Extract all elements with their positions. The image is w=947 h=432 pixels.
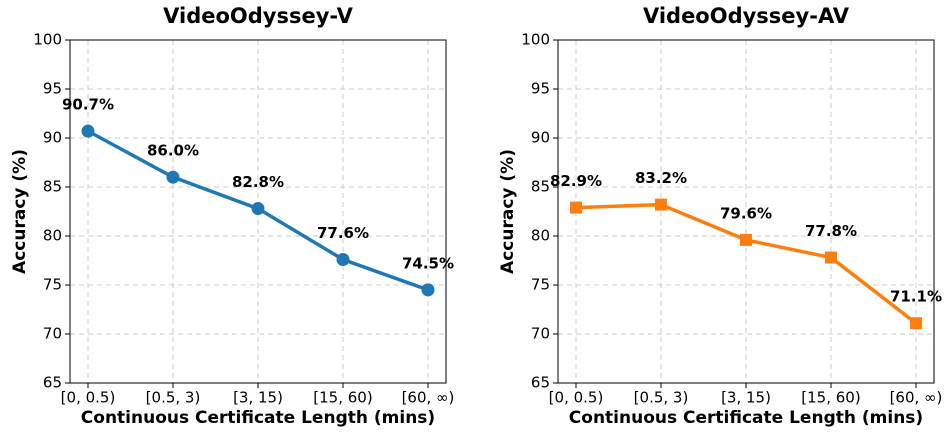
marker: [421, 283, 435, 297]
x-tick-label: [15, 60): [801, 389, 860, 407]
y-tick-label: 85: [531, 178, 550, 196]
y-tick-label: 90: [43, 129, 62, 147]
y-tick-label: 80: [43, 227, 62, 245]
marker: [81, 124, 95, 138]
y-tick-label: 65: [531, 374, 550, 392]
plot-frame: [69, 39, 447, 384]
y-tick-label: 100: [33, 31, 62, 49]
y-tick-label: 90: [531, 129, 550, 147]
y-tick-label: 70: [531, 325, 550, 343]
y-tick-label: 75: [43, 276, 62, 294]
x-tick-label: [0, 0.5): [61, 389, 116, 407]
value-label: 83.2%: [635, 169, 687, 187]
marker: [336, 253, 350, 267]
x-tick-label: [0, 0.5): [549, 389, 604, 407]
chart-title: VideoOdyssey-AV: [643, 4, 850, 28]
x-tick-label: [0.5, 3): [634, 389, 689, 407]
x-tick-label: [3, 15): [233, 389, 283, 407]
x-tick-label: [60, ∞): [890, 389, 943, 407]
y-tick-label: 70: [43, 325, 62, 343]
y-tick-label: 95: [43, 80, 62, 98]
x-tick-label: [15, 60): [313, 389, 372, 407]
x-tick-label: [60, ∞): [402, 389, 455, 407]
y-tick-label: 100: [521, 31, 550, 49]
marker: [570, 201, 582, 214]
y-tick-label: 85: [43, 178, 62, 196]
y-axis-label: Accuracy (%): [498, 149, 518, 274]
value-label: 82.8%: [232, 173, 284, 191]
value-label: 74.5%: [402, 254, 454, 272]
plot-frame: [557, 39, 935, 384]
y-tick-label: 95: [531, 80, 550, 98]
y-tick-label: 65: [43, 374, 62, 392]
value-label: 90.7%: [62, 96, 114, 114]
value-label: 71.1%: [890, 288, 942, 306]
chart-title: VideoOdyssey-V: [163, 4, 353, 28]
y-tick-label: 80: [531, 227, 550, 245]
marker: [910, 317, 922, 330]
value-label: 77.8%: [805, 222, 857, 240]
x-tick-label: [3, 15): [721, 389, 771, 407]
x-axis-label: Continuous Certificate Length (mins): [569, 408, 923, 428]
marker: [825, 251, 837, 264]
value-label: 82.9%: [550, 172, 602, 190]
y-tick-label: 75: [531, 276, 550, 294]
marker: [166, 170, 180, 184]
marker: [740, 233, 752, 246]
y-axis-label: Accuracy (%): [10, 149, 30, 274]
marker: [655, 198, 667, 211]
marker: [251, 202, 265, 216]
x-tick-label: [0.5, 3): [146, 389, 201, 407]
value-label: 86.0%: [147, 142, 199, 160]
value-label: 77.6%: [317, 224, 369, 242]
value-label: 79.6%: [720, 204, 772, 222]
x-axis-label: Continuous Certificate Length (mins): [81, 408, 435, 428]
